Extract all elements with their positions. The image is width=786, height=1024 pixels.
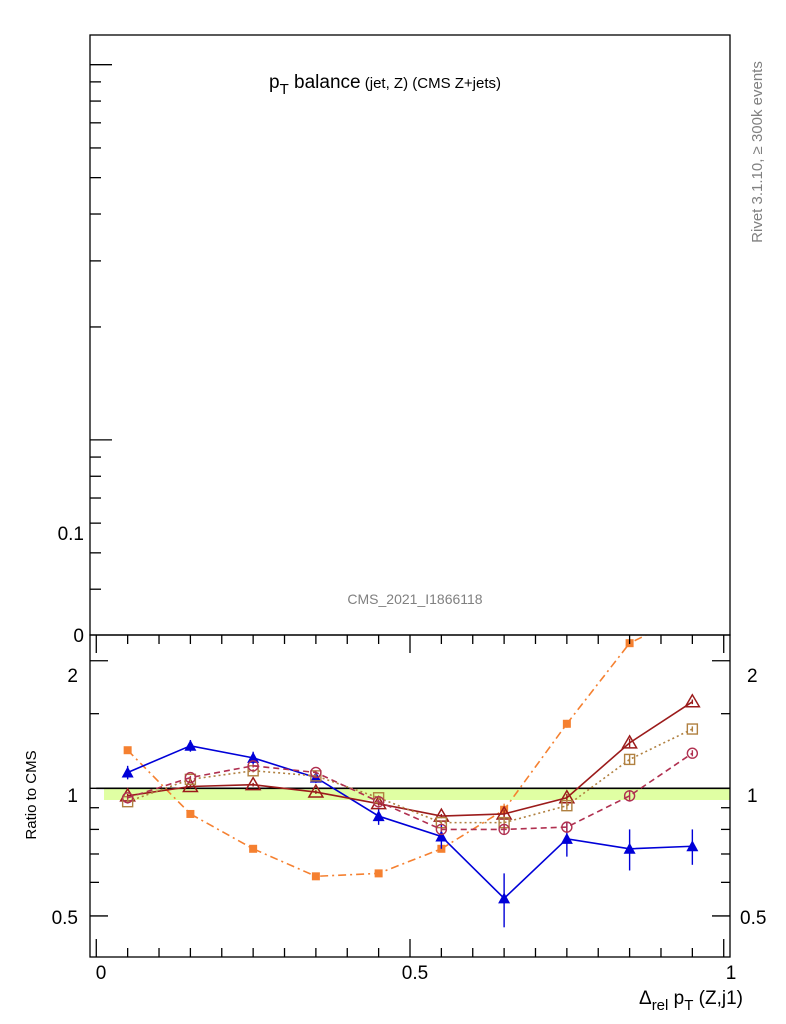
main-ytick-label-0.1: 0.1 (58, 524, 84, 545)
marker-tan (561, 799, 573, 812)
marker-orange (374, 869, 383, 878)
marker-pinkred (184, 771, 197, 784)
ratio-ytick-label-left-1: 1 (67, 786, 78, 807)
ratio-series-group (96, 608, 730, 928)
plot-title: pT balance (jet, Z) (CMS Z+jets) (269, 72, 501, 98)
marker-pinkred (372, 795, 385, 808)
marker-tan (686, 723, 699, 735)
marker-orange (186, 809, 195, 818)
xlabel-delta-sub: rel (652, 997, 669, 1014)
series-line-pinkred (127, 752, 693, 831)
main-panel: 0.1 0 CMS_2021_I1866118 (58, 34, 731, 647)
ratio-ytick-label-right-1: 1 (747, 786, 758, 807)
series-line-tan (127, 728, 693, 824)
marker-blue (435, 830, 448, 842)
title-p: p (269, 72, 280, 93)
marker-orange (562, 719, 571, 728)
marker-darkred (244, 776, 262, 791)
watermark: CMS_2021_I1866118 (347, 591, 482, 607)
marker-blue (372, 810, 385, 822)
ratio-ytick-label-left-2: 2 (67, 666, 78, 687)
xlabel-p-sub: T (684, 997, 693, 1014)
xlabel-p: p (668, 988, 684, 1009)
marker-orange (249, 844, 258, 853)
ratio-band (104, 789, 730, 800)
marker-blue (121, 766, 134, 778)
series-line-blue (127, 744, 693, 900)
marker-pinkred (435, 823, 448, 836)
marker-tan (623, 753, 636, 766)
side-label: Rivet 3.1.10, ≥ 300k events (749, 61, 766, 243)
main-y-ticks (90, 64, 112, 590)
title-balance: balance (289, 72, 361, 93)
marker-blue (498, 892, 511, 904)
title-source: (CMS Z+jets) (408, 75, 501, 92)
marker-orange (688, 608, 696, 616)
series-line-darkred (127, 701, 693, 817)
xlabel-rest: (Z,j1) (693, 988, 743, 1009)
marker-pinkred (561, 821, 573, 833)
marker-orange (123, 746, 132, 755)
xtick-label-1: 1 (726, 963, 737, 984)
marker-pinkred (498, 823, 510, 836)
marker-darkred (684, 693, 701, 708)
marker-pinkred (247, 760, 259, 772)
title-p-sub: T (280, 81, 289, 98)
ratio-ytick-label-right-0.5: 0.5 (740, 908, 766, 929)
marker-orange (311, 872, 320, 881)
title-paren: (jet, Z) (361, 75, 409, 92)
ratio-ticks (90, 635, 730, 957)
main-panel-frame (89, 34, 731, 636)
marker-darkred (182, 778, 199, 793)
xtick-label-0: 0 (96, 963, 107, 984)
marker-blue (184, 739, 197, 751)
marker-blue (686, 840, 699, 852)
marker-pinkred (686, 747, 699, 759)
ratio-ylabel: Ratio to CMS (23, 750, 40, 839)
series-line-orange (127, 635, 649, 878)
marker-pinkred (310, 766, 322, 779)
ratio-panel: 2 1 0.5 2 1 0.5 Ratio to CMS 0 0.5 1 Δre… (23, 608, 766, 1014)
ratio-ytick-label-left-0.5: 0.5 (52, 908, 78, 929)
main-ytick-label-0: 0 (73, 626, 84, 647)
marker-blue (623, 842, 636, 854)
marker-darkred (307, 783, 325, 798)
marker-pinkred (623, 790, 636, 802)
marker-darkred (621, 734, 638, 749)
marker-blue (247, 751, 260, 763)
marker-blue (560, 832, 573, 844)
x-axis-label: Δrel pT (Z,j1) (639, 988, 743, 1014)
marker-pinkred (121, 792, 134, 804)
ratio-series-layer (96, 608, 730, 928)
ratio-ytick-label-right-2: 2 (747, 666, 758, 687)
xlabel-delta: Δ (639, 988, 652, 1009)
xtick-label-0.5: 0.5 (402, 963, 428, 984)
